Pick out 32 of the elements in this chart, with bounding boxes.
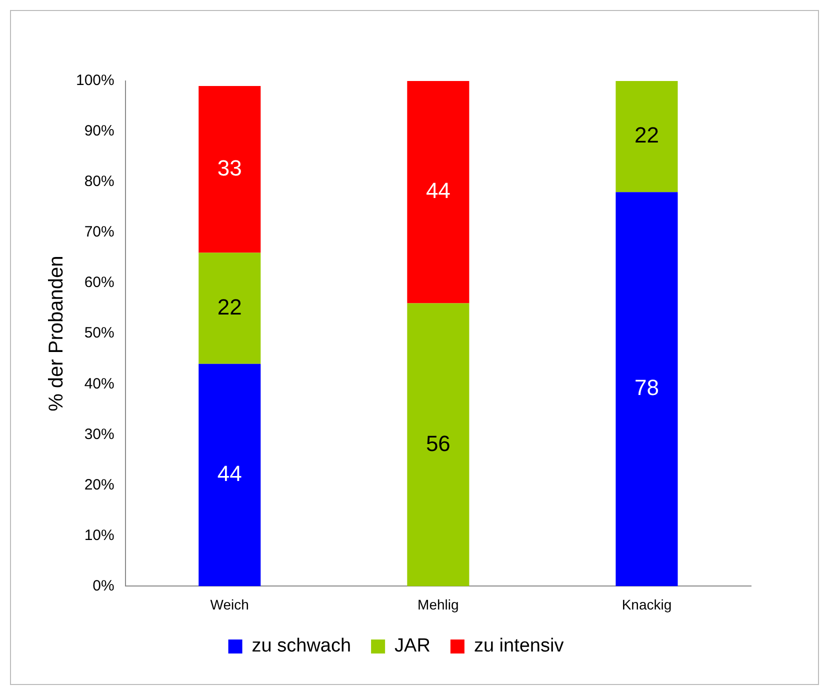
x-tick-label: Mehlig xyxy=(418,596,459,612)
bar xyxy=(198,364,261,586)
x-tick-label: Knackig xyxy=(622,596,672,612)
bar xyxy=(407,303,470,586)
x-tick-label: Weich xyxy=(210,596,249,612)
bar xyxy=(407,81,470,304)
data-label: 22 xyxy=(217,294,242,320)
data-label: 22 xyxy=(634,122,659,148)
legend-label: zu schwach xyxy=(252,636,352,657)
y-tick-label: 40% xyxy=(84,375,114,392)
data-label: 44 xyxy=(426,178,450,204)
bar xyxy=(198,252,261,364)
bar xyxy=(616,192,678,586)
y-tick-label: 20% xyxy=(84,476,114,494)
y-tick-label: 50% xyxy=(84,324,114,342)
y-tick-label: 10% xyxy=(84,526,114,544)
data-label: 44 xyxy=(217,461,242,486)
y-tick-label: 30% xyxy=(84,426,114,443)
legend-label: JAR xyxy=(394,636,430,657)
bar xyxy=(616,81,678,192)
y-tick-label: 90% xyxy=(84,122,114,140)
y-axis-title: % der Probanden xyxy=(46,256,68,412)
y-tick-label: 0% xyxy=(92,577,114,594)
data-label: 56 xyxy=(426,430,450,456)
legend-label: zu intensiv xyxy=(474,636,564,657)
data-label: 78 xyxy=(634,375,659,400)
y-tick-label: 70% xyxy=(84,224,114,241)
bar xyxy=(198,86,261,253)
y-tick-label: 80% xyxy=(84,173,114,190)
y-tick-label: 60% xyxy=(84,274,114,292)
y-tick-label: 100% xyxy=(76,72,114,90)
data-label: 33 xyxy=(217,155,242,180)
